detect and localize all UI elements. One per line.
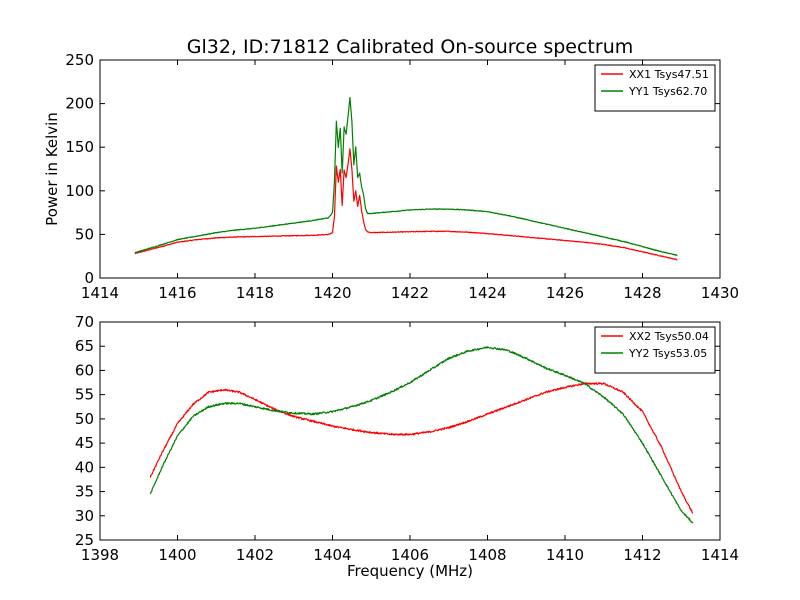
upper-y-axis-label: Power in Kelvin bbox=[43, 112, 61, 226]
upper-legend-entry: YY1 Tsys62.70 bbox=[628, 85, 707, 98]
lower-x-tick-label: 1406 bbox=[391, 546, 429, 564]
upper-y-tick-label: 150 bbox=[65, 138, 94, 156]
upper-x-tick-label: 1420 bbox=[313, 284, 351, 302]
lower-legend: XX2 Tsys50.04 YY2 Tsys53.05 bbox=[594, 326, 716, 374]
lower-spectrum-panel: 1398 1400 1402 1404 1406 1408 1410 1412 1414 25 30… bbox=[75, 313, 739, 580]
upper-x-tick-label: 1428 bbox=[623, 284, 661, 302]
lower-x-tick-label: 1412 bbox=[623, 546, 661, 564]
upper-x-tick-label: 1426 bbox=[546, 284, 584, 302]
lower-x-axis-label: Frequency (MHz) bbox=[347, 562, 473, 580]
upper-y-tick-label: 200 bbox=[65, 95, 94, 113]
lower-x-tick-label: 1402 bbox=[236, 546, 274, 564]
upper-x-tick-label: 1416 bbox=[158, 284, 196, 302]
lower-y-tick-label: 40 bbox=[75, 458, 94, 476]
lower-y-tick-label: 60 bbox=[75, 361, 94, 379]
lower-x-tick-label: 1398 bbox=[81, 546, 119, 564]
lower-y-tick-label: 65 bbox=[75, 337, 94, 355]
upper-series-line-1 bbox=[134, 148, 678, 261]
upper-y-tick-label: 100 bbox=[65, 182, 94, 200]
lower-series-line-1 bbox=[149, 382, 694, 514]
lower-y-tick-label: 30 bbox=[75, 507, 94, 525]
upper-x-tick-label: 1418 bbox=[236, 284, 274, 302]
upper-x-tick-label: 1414 bbox=[81, 284, 119, 302]
upper-x-tick-label: 1422 bbox=[391, 284, 429, 302]
lower-y-tick-label: 50 bbox=[75, 410, 94, 428]
lower-y-tick-label: 70 bbox=[75, 313, 94, 331]
upper-y-tick-label: 0 bbox=[84, 269, 94, 287]
lower-series-line-2 bbox=[149, 346, 694, 524]
upper-x-tick-label: 1430 bbox=[701, 284, 739, 302]
upper-x-tick-label: 1424 bbox=[468, 284, 506, 302]
lower-y-tick-label: 35 bbox=[75, 483, 94, 501]
lower-legend-entry: YY2 Tsys53.05 bbox=[628, 347, 707, 360]
lower-x-tick-label: 1414 bbox=[701, 546, 739, 564]
upper-y-tick-label: 50 bbox=[75, 225, 94, 243]
lower-x-tick-label: 1408 bbox=[468, 546, 506, 564]
upper-y-tick-label: 250 bbox=[65, 51, 94, 69]
lower-y-tick-label: 25 bbox=[75, 531, 94, 549]
upper-series-line-2 bbox=[134, 96, 678, 256]
lower-x-tick-label: 1410 bbox=[546, 546, 584, 564]
upper-legend: XX1 Tsys47.51 YY1 Tsys62.70 bbox=[594, 64, 716, 112]
lower-y-tick-label: 45 bbox=[75, 434, 94, 452]
upper-legend-entry: XX1 Tsys47.51 bbox=[629, 68, 709, 81]
chart-title: Gl32, ID:71812 Calibrated On-source spec… bbox=[187, 36, 634, 58]
upper-spectrum-panel: 1414 1416 1418 1420 1422 1424 1426 1428 1430 0 50 1… bbox=[43, 51, 739, 302]
lower-x-tick-label: 1404 bbox=[313, 546, 351, 564]
lower-x-tick-label: 1400 bbox=[158, 546, 196, 564]
lower-legend-entry: XX2 Tsys50.04 bbox=[629, 330, 709, 343]
lower-y-tick-label: 55 bbox=[75, 386, 94, 404]
